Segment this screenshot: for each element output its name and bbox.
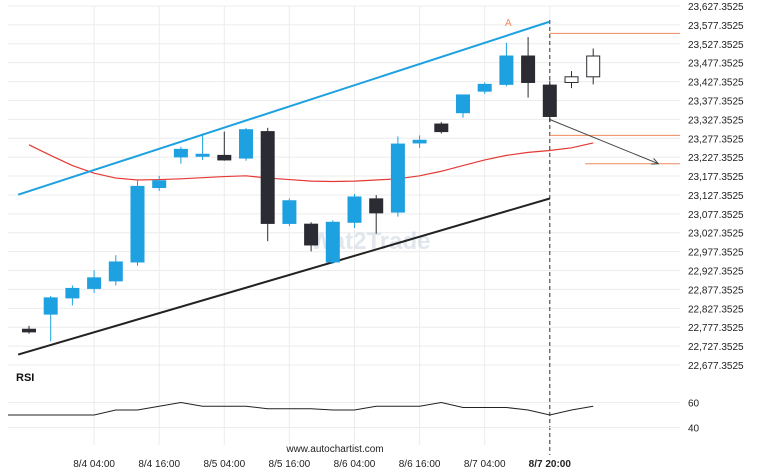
candle-body — [239, 129, 253, 159]
y-tick-label: 23,527.3525 — [688, 40, 744, 51]
rsi-tick-label: 40 — [688, 424, 700, 435]
x-axis-labels: 8/4 04:00 8/4 16:00 8/5 04:00 8/5 16:00 8/6 … — [73, 459, 571, 470]
footer-url: www.autochartist.com — [285, 444, 383, 455]
rsi-tick-label: 60 — [688, 399, 700, 410]
candles — [22, 37, 601, 342]
y-tick-label: 23,627.3525 — [688, 2, 744, 13]
y-tick-label: 23,377.3525 — [688, 96, 744, 107]
x-tick-label: 8/7 20:00 — [529, 459, 572, 470]
candle-body — [65, 287, 80, 299]
forecast-arrow-line — [549, 119, 659, 165]
candle-body — [108, 261, 123, 282]
candle-body — [456, 94, 470, 114]
x-tick-label: 8/4 16:00 — [138, 459, 180, 470]
forecast-arrow-head — [651, 158, 660, 165]
candle-body — [152, 180, 167, 189]
candle-body — [260, 131, 275, 224]
y-tick-label: 23,327.3525 — [688, 115, 744, 126]
candle-body — [282, 200, 297, 224]
y-tick-label: 23,477.3525 — [688, 59, 744, 70]
y-tick-label: 22,877.3525 — [688, 285, 744, 296]
candle-body — [542, 84, 557, 117]
rsi-line — [8, 401, 594, 416]
candle-body — [521, 55, 536, 83]
x-tick-label: 8/6 16:00 — [399, 459, 441, 470]
candle-body — [434, 123, 449, 133]
pattern-label: A — [505, 18, 512, 29]
rsi-panel: 60 40 — [8, 399, 700, 435]
y-tick-label: 22,827.3525 — [688, 304, 744, 315]
candle-body — [304, 223, 319, 246]
candle-body — [173, 148, 188, 158]
candle-body — [477, 83, 492, 92]
y-tick-label: 22,677.3525 — [688, 361, 744, 372]
channel-upper-line — [17, 20, 551, 196]
candle-body — [586, 55, 601, 78]
y-tick-label: 23,427.3525 — [688, 78, 744, 89]
moving-average — [28, 142, 594, 183]
moving-average-line — [28, 142, 594, 183]
level-lines — [549, 32, 680, 165]
candle-body — [499, 55, 514, 85]
channel-lower-line — [17, 197, 551, 356]
candle-body — [217, 154, 232, 161]
x-tick-label: 8/4 04:00 — [73, 459, 115, 470]
y-tick-label: 23,027.3525 — [688, 229, 744, 240]
channel-lines — [17, 20, 551, 356]
y-tick-label: 22,927.3525 — [688, 267, 744, 278]
x-tick-label: 8/5 16:00 — [269, 459, 311, 470]
candle-body — [412, 139, 427, 144]
y-axis-labels: 23,627.3525 23,577.3525 23,527.3525 23,477.… — [688, 2, 744, 372]
candle-body — [43, 297, 58, 315]
candle-body — [325, 221, 340, 263]
rsi-label: RSI — [16, 372, 34, 384]
candle-body — [195, 153, 210, 157]
y-tick-label: 23,227.3525 — [688, 153, 744, 164]
y-tick-label: 23,177.3525 — [688, 172, 744, 183]
candle-body — [390, 143, 405, 213]
x-tick-label: 8/7 04:00 — [464, 459, 506, 470]
y-tick-label: 23,077.3525 — [688, 210, 744, 221]
candle-body — [130, 185, 145, 263]
x-tick-label: 8/5 04:00 — [203, 459, 245, 470]
y-tick-label: 23,577.3525 — [688, 21, 744, 32]
y-tick-label: 22,977.3525 — [688, 248, 744, 259]
y-tick-label: 23,277.3525 — [688, 134, 744, 145]
x-tick-label: 8/6 04:00 — [334, 459, 376, 470]
y-tick-label: 23,127.3525 — [688, 191, 744, 202]
candle-body — [22, 328, 36, 333]
y-tick-label: 22,727.3525 — [688, 342, 744, 353]
candle-body — [564, 76, 579, 83]
candle-body — [87, 277, 102, 289]
y-tick-label: 22,777.3525 — [688, 323, 744, 334]
candle-body — [369, 198, 384, 214]
grid-lines — [8, 5, 680, 366]
candle-body — [347, 196, 362, 223]
